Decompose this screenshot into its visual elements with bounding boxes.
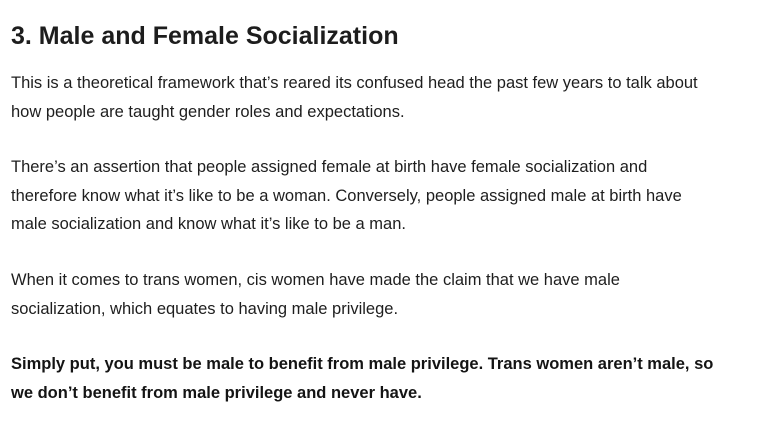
paragraph-conclusion-bold: Simply put, you must be male to benefit … [11,350,771,407]
paragraph-assertion: There’s an assertion that people assigne… [11,153,771,239]
paragraph-claim: When it comes to trans women, cis women … [11,266,771,323]
paragraph-line: how people are taught gender roles and e… [11,102,405,121]
paragraph-intro: This is a theoretical framework that’s r… [11,69,771,126]
paragraph-line: male socialization and know what it’s li… [11,215,406,234]
paragraph-line: Simply put, you must be male to benefit … [11,355,714,373]
paragraph-line: There’s an assertion that people assigne… [11,158,648,176]
paragraph-line: we don’t benefit from male privilege and… [11,383,422,402]
paragraph-line: socialization, which equates to having m… [11,299,399,318]
paragraph-line: When it comes to trans women, cis women … [11,271,620,289]
paragraph-line: therefore know what it’s like to be a wo… [11,186,682,205]
section-heading: 3. Male and Female Socialization [11,22,399,50]
paragraph-line: This is a theoretical framework that’s r… [11,74,698,92]
